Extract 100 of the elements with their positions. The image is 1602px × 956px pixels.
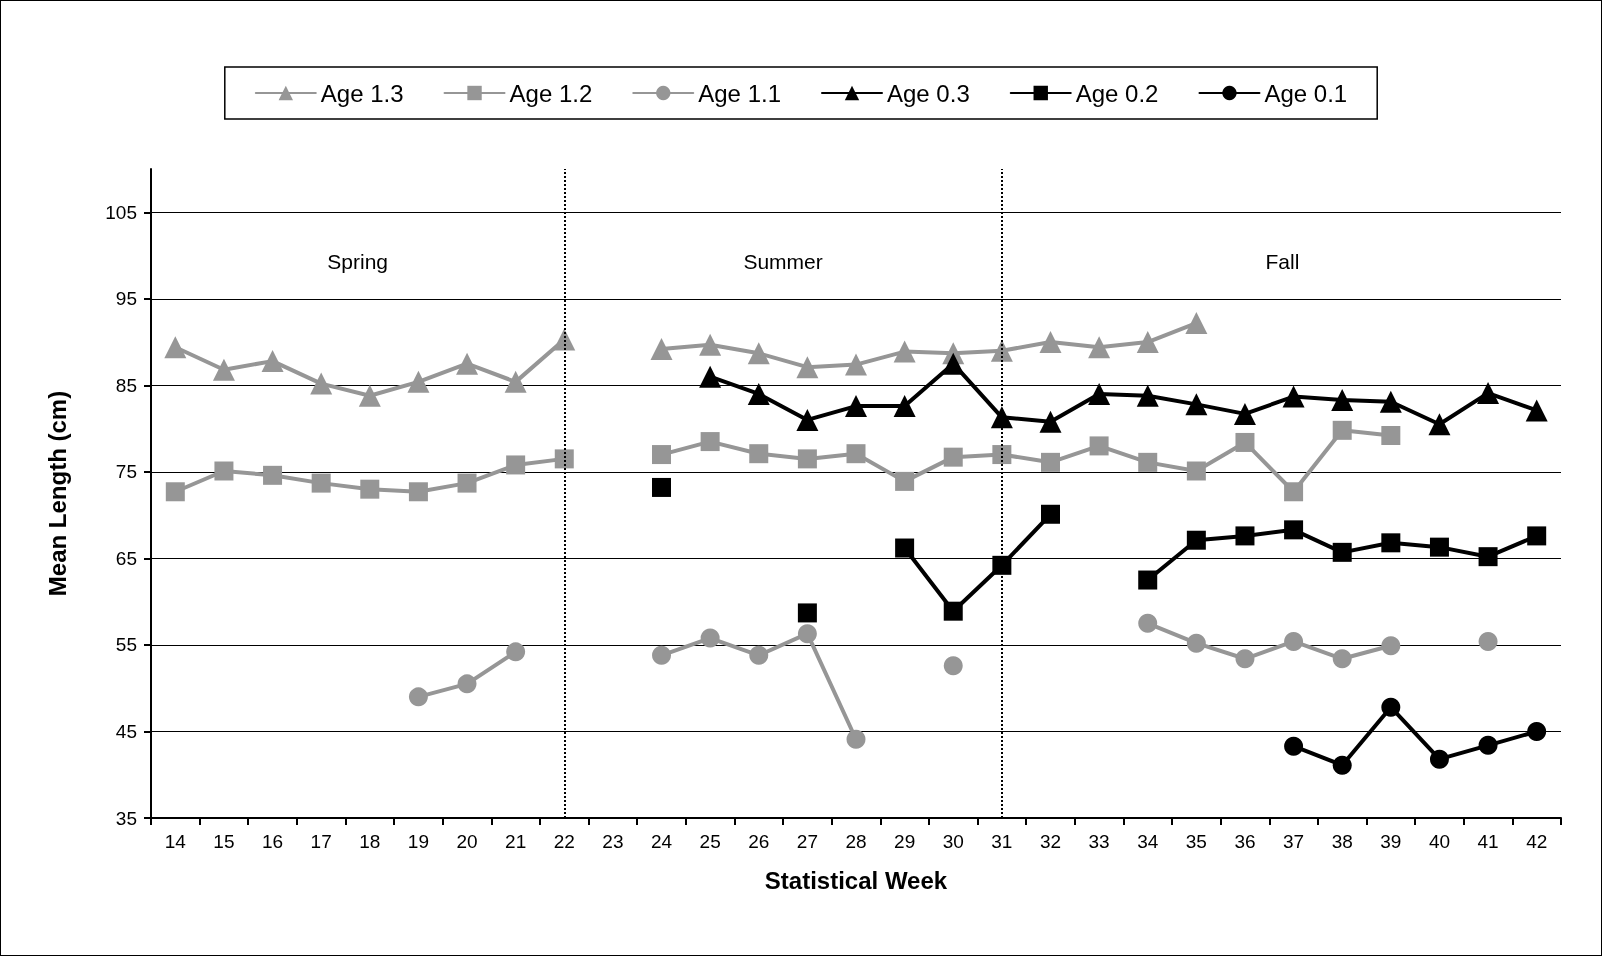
- legend-label: Age 1.2: [509, 79, 593, 107]
- legend-label: Age 0.2: [1075, 79, 1159, 107]
- y-axis-title: Mean Length (cm): [43, 390, 71, 597]
- x-tick-label: 22: [553, 831, 575, 852]
- x-tick-label: 19: [407, 831, 429, 852]
- x-tick-label: 14: [164, 831, 187, 852]
- point: [700, 432, 720, 452]
- point: [1039, 331, 1062, 354]
- annotation: Fall: [1265, 249, 1300, 273]
- point: [1284, 736, 1304, 756]
- point: [1040, 504, 1060, 524]
- y-tick-label: 35: [115, 807, 137, 829]
- point: [554, 449, 574, 469]
- point: [943, 447, 963, 467]
- point: [652, 645, 672, 665]
- y-tick-label: 45: [115, 720, 137, 742]
- point: [214, 461, 234, 481]
- x-tick-label: 42: [1526, 831, 1548, 852]
- x-tick-label: 26: [748, 831, 770, 852]
- point: [1186, 530, 1206, 550]
- point: [457, 473, 477, 493]
- x-tick-label: 17: [310, 831, 332, 852]
- point: [1527, 526, 1547, 546]
- x-tick-label: 37: [1283, 831, 1305, 852]
- point: [1138, 452, 1158, 472]
- x-tick-label: 28: [845, 831, 867, 852]
- point: [1478, 735, 1498, 755]
- point: [1040, 452, 1060, 472]
- point: [310, 372, 333, 395]
- point: [797, 624, 817, 644]
- point: [747, 382, 770, 405]
- point: [212, 358, 235, 381]
- y-tick-label: 65: [115, 547, 137, 569]
- point: [943, 601, 963, 621]
- point: [796, 356, 819, 379]
- point: [164, 336, 187, 359]
- point: [992, 445, 1012, 465]
- point: [1381, 533, 1401, 553]
- point: [456, 352, 479, 375]
- y-tick-label: 105: [105, 201, 137, 223]
- x-tick-label: 39: [1380, 831, 1402, 852]
- point: [1332, 649, 1352, 669]
- point: [165, 482, 185, 502]
- x-tick-label: 31: [991, 831, 1013, 852]
- x-tick-label: 30: [942, 831, 964, 852]
- point: [1235, 526, 1255, 546]
- point: [1478, 547, 1498, 567]
- point: [845, 395, 867, 418]
- point: [1428, 413, 1451, 436]
- point: [1527, 721, 1547, 741]
- point: [846, 729, 866, 749]
- point: [652, 477, 672, 497]
- x-tick-label: 20: [456, 831, 478, 852]
- point: [943, 656, 963, 676]
- point: [1186, 461, 1206, 481]
- point: [506, 642, 526, 662]
- legend-label: Age 0.3: [887, 79, 970, 107]
- legend-label: Age 0.1: [1264, 79, 1348, 107]
- point: [1284, 482, 1304, 502]
- point: [1088, 382, 1111, 405]
- point: [1381, 636, 1401, 656]
- point: [1282, 385, 1305, 408]
- point: [1477, 382, 1500, 405]
- x-tick-label: 29: [894, 831, 916, 852]
- point: [699, 333, 722, 356]
- point: [1478, 631, 1498, 651]
- point: [1088, 336, 1111, 359]
- point: [1332, 420, 1352, 440]
- y-tick-label: 85: [115, 374, 137, 396]
- x-tick-label: 32: [1039, 831, 1062, 852]
- x-tick-label: 18: [359, 831, 381, 852]
- point: [895, 538, 915, 558]
- x-axis-title: Statistical Week: [764, 866, 948, 894]
- point: [1138, 613, 1158, 633]
- point: [700, 628, 720, 648]
- point: [1235, 649, 1255, 669]
- point: [797, 603, 817, 623]
- point: [1525, 399, 1548, 422]
- x-tick-label: 21: [505, 831, 527, 852]
- point: [408, 482, 428, 502]
- y-tick-label: 95: [115, 288, 137, 310]
- point: [1039, 410, 1062, 433]
- legend-label: Age 1.1: [698, 79, 781, 107]
- point: [895, 471, 915, 491]
- annotation: Summer: [743, 249, 823, 273]
- point: [360, 479, 380, 499]
- x-tick-label: 27: [796, 831, 818, 852]
- point: [1186, 633, 1206, 653]
- x-tick-label: 25: [699, 831, 721, 852]
- point: [747, 342, 770, 365]
- point: [407, 370, 430, 393]
- point: [358, 384, 381, 407]
- point: [1332, 755, 1352, 775]
- point: [1429, 537, 1449, 557]
- point: [893, 395, 916, 418]
- legend-label: Age 1.3: [320, 79, 404, 107]
- point: [893, 340, 916, 363]
- point: [1331, 389, 1354, 412]
- x-tick-label: 36: [1234, 831, 1256, 852]
- point: [261, 350, 284, 373]
